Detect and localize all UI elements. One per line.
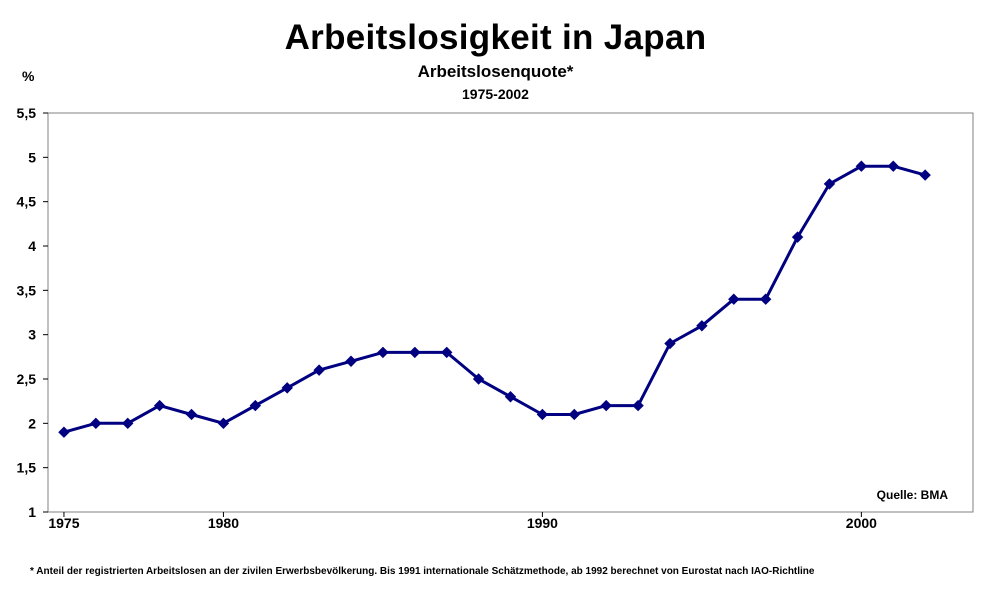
y-tick-label: 3,5 — [17, 282, 37, 298]
y-tick-label: 5 — [28, 149, 36, 165]
data-point-marker — [313, 364, 325, 376]
y-tick-label: 4 — [28, 238, 36, 254]
chart-period: 1975-2002 — [462, 86, 529, 102]
data-point-marker — [90, 417, 102, 430]
data-point-marker — [855, 160, 868, 172]
data-point-marker — [887, 160, 899, 172]
data-point-marker — [759, 293, 772, 305]
data-point-marker — [345, 355, 357, 367]
y-tick-label: 5,5 — [17, 105, 37, 121]
data-point-marker — [664, 337, 676, 350]
x-tick-label: 1990 — [527, 515, 558, 531]
plot-area — [47, 112, 974, 513]
data-point-marker — [217, 417, 230, 430]
data-point-marker — [919, 169, 931, 181]
data-point-marker — [440, 346, 453, 359]
y-tick-label: 2 — [28, 415, 36, 431]
y-tick-label: 3 — [28, 327, 36, 343]
data-point-marker — [696, 320, 708, 332]
x-tick-label: 1975 — [48, 515, 79, 531]
data-point-marker — [409, 346, 421, 359]
data-point-marker — [728, 293, 740, 305]
data-point-marker — [791, 231, 804, 243]
series-markers — [58, 160, 931, 438]
data-point-marker — [185, 408, 198, 421]
footnote: * Anteil der registrierten Arbeitslosen … — [30, 566, 815, 577]
data-point-marker — [632, 399, 644, 412]
data-point-marker — [377, 346, 389, 359]
data-point-marker — [58, 426, 70, 438]
y-axis-unit: % — [22, 68, 35, 84]
x-tick-label: 1980 — [208, 515, 239, 531]
data-point-marker — [472, 373, 485, 385]
data-point-marker — [823, 178, 836, 190]
data-point-marker — [600, 399, 612, 412]
chart-title: Arbeitslosigkeit in Japan — [284, 18, 707, 57]
data-point-marker — [122, 417, 134, 430]
source-label: Quelle: BMA — [877, 488, 949, 502]
chart-subtitle: Arbeitslosenquote* — [417, 62, 574, 81]
y-axis: 1 1,5 2 2,5 3 3,5 4 4,5 5 5,5 — [17, 105, 48, 520]
series-line — [63, 164, 926, 434]
data-point-marker — [568, 408, 581, 421]
x-axis: 1975 1980 1990 2000 — [48, 512, 877, 531]
data-point-marker — [153, 399, 166, 412]
y-tick-label: 2,5 — [17, 371, 37, 387]
data-point-marker — [281, 382, 293, 394]
y-tick-label: 1 — [28, 504, 36, 520]
x-tick-label: 2000 — [846, 515, 877, 531]
y-tick-label: 1,5 — [17, 460, 37, 476]
data-point-marker — [249, 399, 262, 412]
data-point-marker — [536, 408, 549, 421]
data-point-marker — [504, 391, 517, 403]
y-tick-label: 4,5 — [17, 194, 37, 210]
